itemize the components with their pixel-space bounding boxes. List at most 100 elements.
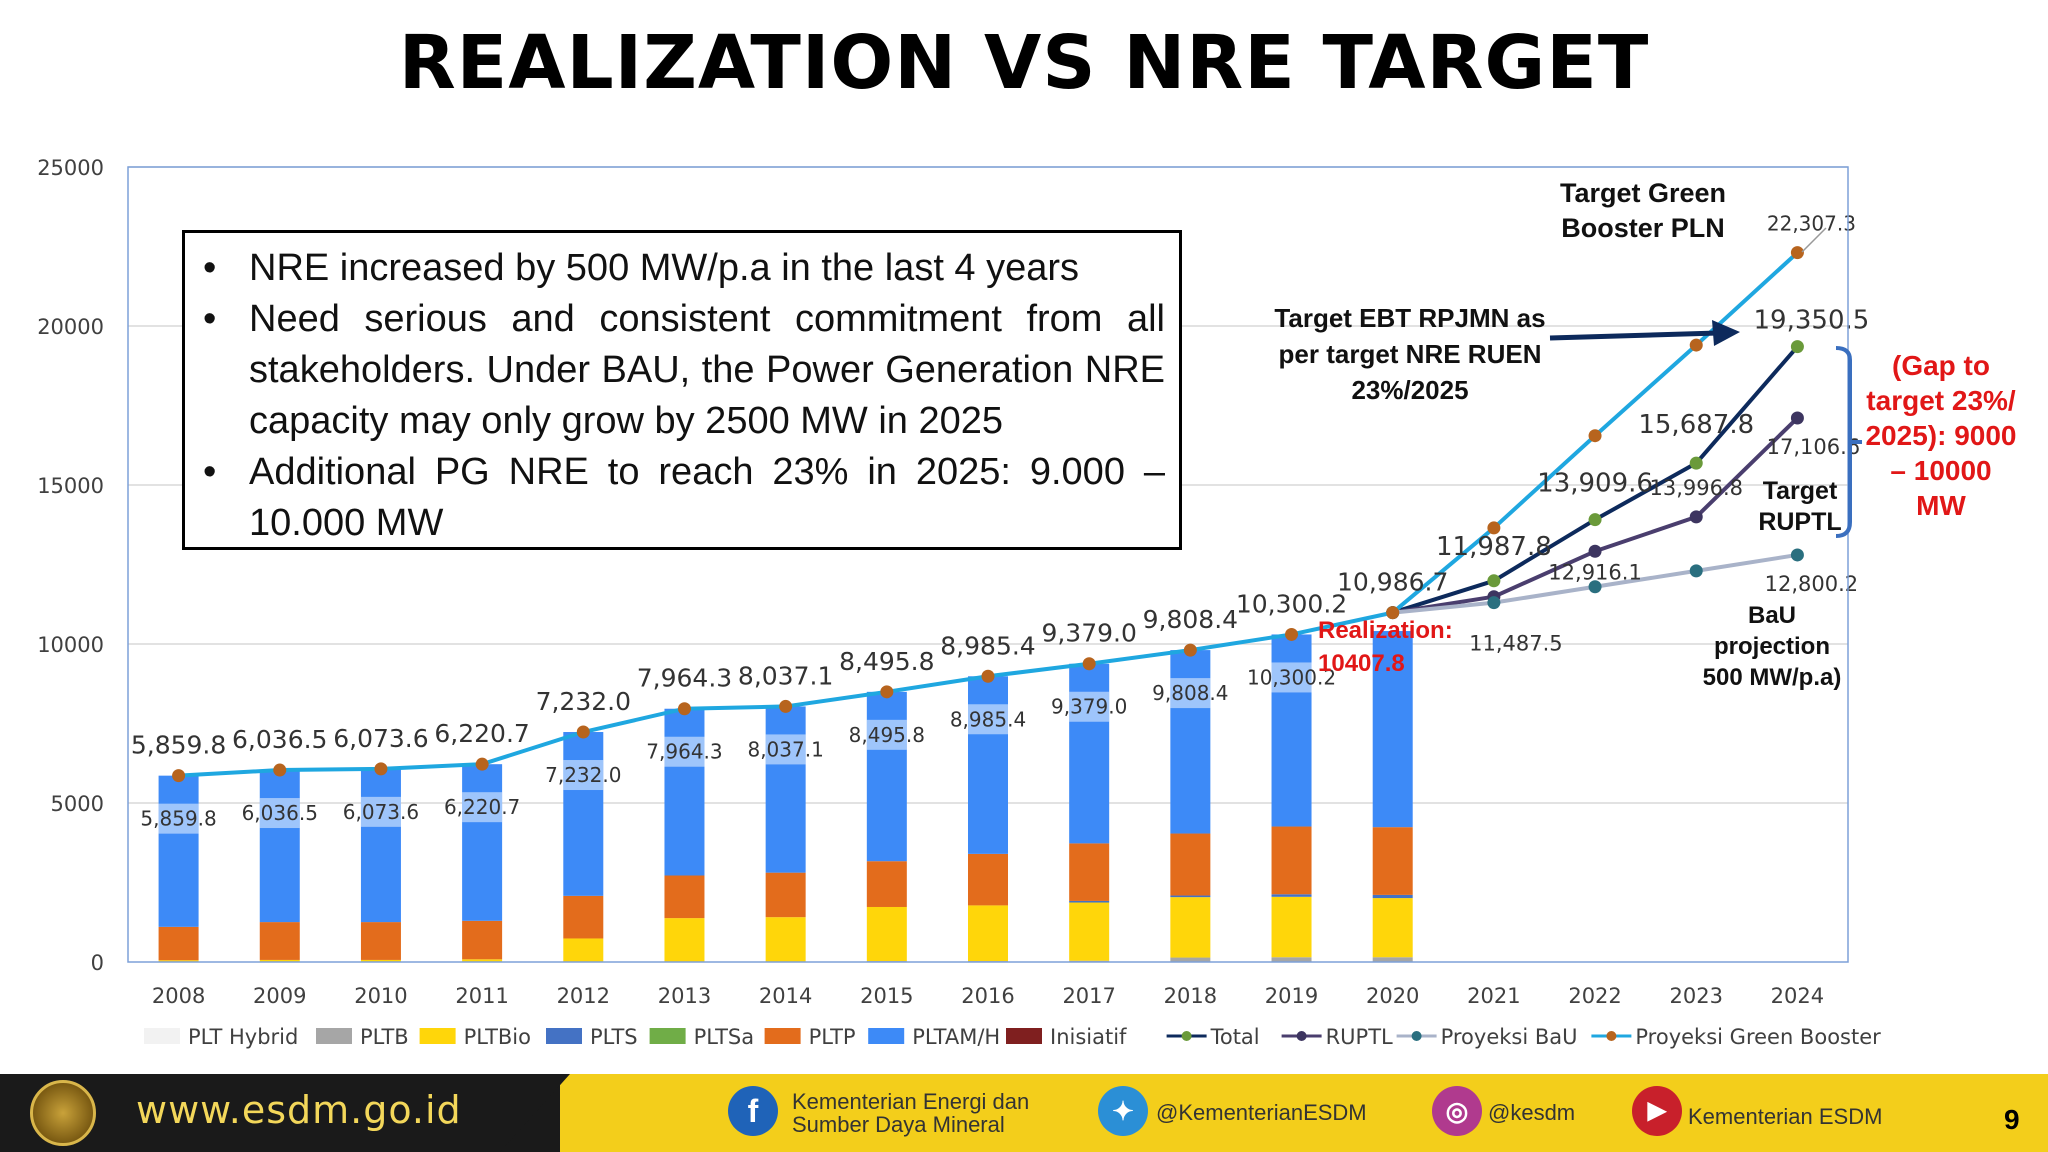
line-data-label: 12,800.2 xyxy=(1765,572,1859,596)
bar-segment-pltam-h xyxy=(563,732,604,896)
bar-data-label: 8,037.1 xyxy=(747,737,823,761)
bar-segment-pltbio xyxy=(1271,896,1312,958)
line-point xyxy=(1082,657,1096,671)
bar-segment-pltp xyxy=(563,895,604,939)
callout-bullet-1: NRE increased by 500 MW/p.a in the last … xyxy=(201,243,1165,294)
bar-segment-pltam-h xyxy=(1170,650,1211,834)
line-data-label: 10,986.7 xyxy=(1337,568,1448,597)
line-point xyxy=(1588,429,1602,443)
legend-swatch xyxy=(144,1028,180,1044)
line-data-label: 8,037.1 xyxy=(738,661,833,690)
bar-segment-pltp xyxy=(866,861,907,907)
bar-segment-pltbio xyxy=(259,959,300,962)
chart-bars xyxy=(158,631,1413,962)
chart-legend: PLT Hybrid PLTB PLTBio PLTS PLTSa PLTP PLTAM/H… xyxy=(144,1025,1881,1049)
bar-segment-pltbio xyxy=(765,917,806,962)
x-tick-label: 2020 xyxy=(1366,984,1419,1008)
line-data-label: 9,808.4 xyxy=(1143,605,1238,634)
y-tick-label: 20000 xyxy=(37,315,104,339)
legend-label: PLTB xyxy=(360,1025,409,1049)
x-tick-label: 2014 xyxy=(759,984,812,1008)
bar-segment-pltam-h xyxy=(360,768,401,923)
line-point xyxy=(1689,510,1703,524)
bar-data-label: 8,495.8 xyxy=(849,723,925,747)
bar-segment-pltp xyxy=(1069,843,1110,901)
instagram-icon[interactable]: ◎ xyxy=(1432,1086,1482,1136)
bar-data-label: 6,220.7 xyxy=(444,795,520,819)
bar-segment-plts xyxy=(1372,894,1413,899)
bar-segment-pltp xyxy=(664,875,705,919)
line-point xyxy=(1790,340,1804,354)
x-tick-label: 2016 xyxy=(961,984,1014,1008)
bar-segment-pltp xyxy=(1170,833,1211,896)
footer-website-link[interactable]: www.esdm.go.id xyxy=(136,1088,462,1132)
bar-data-label: 6,036.5 xyxy=(242,801,318,825)
footer-youtube-text[interactable]: Kementerian ESDM xyxy=(1688,1104,1883,1129)
bar-segment-pltb xyxy=(1372,957,1413,962)
legend-label: PLTP xyxy=(809,1025,856,1049)
legend-label: Proyeksi BaU xyxy=(1441,1025,1578,1049)
bar-segment-pltbio xyxy=(158,960,199,962)
line-point xyxy=(1285,627,1299,641)
line-data-label: 12,916.1 xyxy=(1548,560,1642,584)
gap-bracket xyxy=(1835,346,1862,538)
x-tick-label: 2010 xyxy=(354,984,407,1008)
y-tick-label: 10000 xyxy=(37,633,104,657)
annotation-realization: Realization: 10407.8 xyxy=(1318,617,1453,677)
bar-segment-pltp xyxy=(968,853,1008,906)
line-data-label: 11,987.8 xyxy=(1436,532,1552,562)
arrow-line xyxy=(1549,330,1719,341)
bar-segment-plts xyxy=(1271,894,1312,897)
legend-label: RUPTL xyxy=(1326,1025,1393,1049)
line-point xyxy=(1386,606,1400,620)
x-tick-label: 2024 xyxy=(1771,984,1824,1008)
bar-segment-pltbio xyxy=(1069,902,1110,961)
bar-segment-pltp xyxy=(462,920,503,960)
bar-data-label: 8,985.4 xyxy=(950,707,1026,731)
line-point xyxy=(1487,596,1501,610)
x-tick-label: 2022 xyxy=(1568,984,1621,1008)
bar-label-band xyxy=(866,719,907,750)
legend-label: PLTAM/H xyxy=(912,1025,1000,1049)
legend-swatch xyxy=(419,1028,456,1044)
line-point xyxy=(981,669,995,683)
bar-segment-pltp xyxy=(360,922,401,960)
bar-label-band xyxy=(1069,691,1110,722)
legend-marker xyxy=(1411,1031,1422,1041)
bar-segment-pltp xyxy=(158,926,199,961)
bar-label-band xyxy=(664,736,705,767)
y-tick-label: 5000 xyxy=(51,792,104,816)
bar-segment-pltp xyxy=(1372,827,1413,895)
bar-segment-pltam-h xyxy=(765,706,806,873)
plot-border xyxy=(127,166,1849,963)
x-tick-label: 2021 xyxy=(1467,984,1520,1008)
legend-swatch xyxy=(546,1028,582,1044)
bar-segment-plts xyxy=(1170,895,1211,898)
y-tick-label: 15000 xyxy=(37,474,104,498)
bar-segment-pltam-h xyxy=(259,770,300,923)
chart-annotation-shapes xyxy=(1549,227,1862,538)
line-data-label: 13,909.6 xyxy=(1537,469,1653,499)
bar-segment-plts xyxy=(1069,900,1110,903)
legend-swatch xyxy=(649,1028,686,1044)
annotation-ebt-rpjmn: Target EBT RPJMN as per target NRE RUEN … xyxy=(1274,303,1546,405)
x-tick-label: 2019 xyxy=(1265,984,1318,1008)
bar-data-label: 6,073.6 xyxy=(343,800,419,824)
footer-facebook-text[interactable]: Kementerian Energi dan Sumber Daya Miner… xyxy=(792,1089,1030,1137)
youtube-icon[interactable]: ▶ xyxy=(1632,1086,1682,1136)
footer-twitter-text[interactable]: @KementerianESDM xyxy=(1156,1100,1367,1125)
line-point xyxy=(172,769,186,783)
footer-bar: www.esdm.go.id f Kementerian Energi dan … xyxy=(0,1074,2048,1152)
x-tick-label: 2012 xyxy=(557,984,610,1008)
twitter-icon[interactable]: ✦ xyxy=(1098,1086,1148,1136)
facebook-icon[interactable]: f xyxy=(728,1086,778,1136)
line-point xyxy=(1790,411,1804,425)
line-point xyxy=(1588,513,1602,527)
line-point xyxy=(1183,643,1197,657)
line-data-label: 8,985.4 xyxy=(940,631,1035,660)
x-tick-label: 2011 xyxy=(455,984,508,1008)
bar-data-label: 7,232.0 xyxy=(545,763,621,787)
legend-label: PLTS xyxy=(590,1025,638,1049)
line-point xyxy=(779,699,793,713)
footer-instagram-text[interactable]: @kesdm xyxy=(1488,1100,1576,1125)
